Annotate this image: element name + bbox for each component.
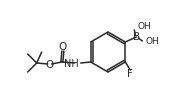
Text: OH: OH <box>145 36 159 45</box>
Text: F: F <box>127 69 133 79</box>
Text: NH: NH <box>64 59 79 69</box>
Text: B: B <box>133 32 140 42</box>
Text: OH: OH <box>137 21 151 31</box>
Text: O: O <box>58 42 67 52</box>
Text: O: O <box>46 60 54 70</box>
